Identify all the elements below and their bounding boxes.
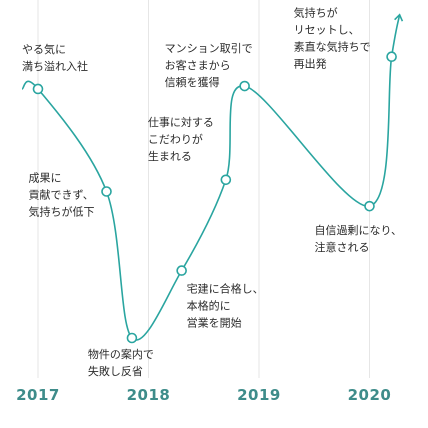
annotation-text: 自信過剰になり、 bbox=[315, 224, 403, 237]
annotation-text: 再出発 bbox=[294, 57, 327, 71]
annotation-text: リセットし、 bbox=[294, 24, 360, 37]
annotation-text: 気持ちが bbox=[294, 6, 338, 20]
annotation-text: 生まれる bbox=[148, 149, 192, 163]
annotation-text: 注意される bbox=[315, 240, 370, 254]
arrow-head bbox=[394, 13, 404, 22]
annotation-text: 信頼を獲得 bbox=[165, 76, 220, 89]
series-line bbox=[21, 14, 401, 341]
annotation-text: 成果に bbox=[29, 172, 62, 185]
annotation-text: 失敗し反省 bbox=[88, 364, 143, 378]
annotation-text: 営業を開始 bbox=[187, 316, 242, 330]
annotation-text: 貢献できず、 bbox=[29, 188, 94, 202]
data-point bbox=[32, 83, 44, 95]
data-point bbox=[220, 174, 232, 186]
annotation-text: 物件の案内で bbox=[88, 347, 154, 361]
annotation-text: 本格的に bbox=[187, 299, 231, 313]
x-tick-label: 2020 bbox=[348, 386, 392, 404]
annotation-text: 満ち溢れ入社 bbox=[22, 59, 88, 73]
x-tick-label: 2018 bbox=[127, 386, 171, 404]
data-point bbox=[386, 51, 397, 63]
data-point bbox=[239, 80, 250, 92]
annotation-text: 素直な気持ちで bbox=[294, 40, 371, 54]
annotation-text: やる気に bbox=[22, 42, 66, 56]
annotation-text: マンション取引で bbox=[165, 41, 253, 55]
annotation-text: 宅建に合格し、 bbox=[187, 282, 264, 296]
annotation-text: 仕事に対する bbox=[148, 115, 214, 129]
x-tick-label: 2017 bbox=[16, 386, 60, 404]
annotation-text: こだわりが bbox=[148, 132, 203, 146]
annotation-text: お客さまから bbox=[165, 58, 231, 72]
data-point bbox=[176, 265, 187, 276]
data-point bbox=[364, 200, 375, 212]
data-point bbox=[101, 186, 112, 197]
annotation-text: 気持ちが低下 bbox=[29, 205, 95, 219]
data-point bbox=[126, 332, 138, 344]
x-tick-label: 2019 bbox=[237, 386, 281, 404]
